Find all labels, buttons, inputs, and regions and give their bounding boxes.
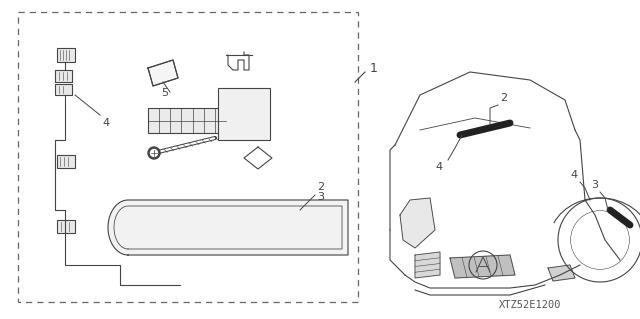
Text: 4: 4 xyxy=(436,162,443,172)
Polygon shape xyxy=(148,60,178,86)
Bar xyxy=(18,12,358,302)
Bar xyxy=(55,84,72,95)
Text: 4: 4 xyxy=(571,170,578,180)
Text: 3: 3 xyxy=(591,180,598,190)
Polygon shape xyxy=(450,255,515,278)
Bar xyxy=(57,155,75,168)
Bar xyxy=(57,220,75,233)
Bar xyxy=(218,88,270,140)
Text: 5: 5 xyxy=(161,88,168,98)
Text: 4: 4 xyxy=(102,118,109,128)
Text: XTZ52E1200: XTZ52E1200 xyxy=(499,300,561,310)
Text: 3: 3 xyxy=(317,192,324,202)
Text: 1: 1 xyxy=(370,62,378,75)
Bar xyxy=(55,70,72,82)
Text: 2: 2 xyxy=(317,182,324,192)
Polygon shape xyxy=(400,198,435,248)
Bar xyxy=(57,48,75,62)
Polygon shape xyxy=(548,265,575,281)
Polygon shape xyxy=(415,252,440,278)
Circle shape xyxy=(150,150,157,157)
Bar xyxy=(148,108,226,133)
Circle shape xyxy=(148,147,160,159)
Polygon shape xyxy=(108,200,348,255)
Text: 2: 2 xyxy=(500,93,507,103)
